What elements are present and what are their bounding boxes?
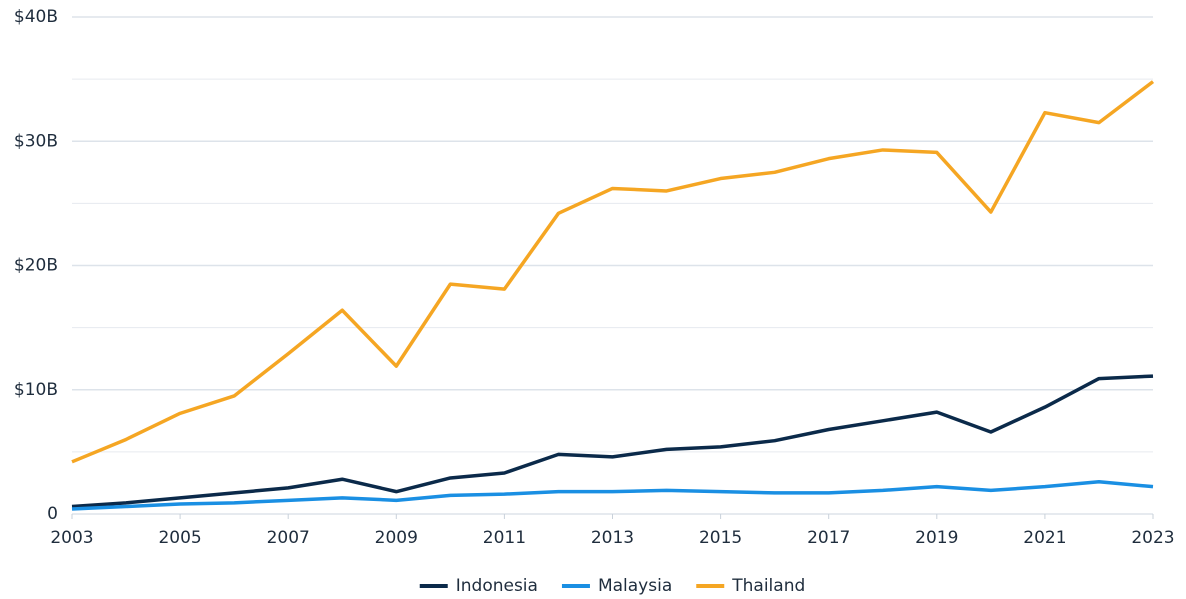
x-tick-label: 2005 <box>158 528 201 548</box>
legend-label: Indonesia <box>456 576 538 596</box>
y-tick-label: $10B <box>14 380 58 400</box>
x-tick-label: 2019 <box>915 528 958 548</box>
legend-label: Malaysia <box>598 576 672 596</box>
x-tick-label: 2011 <box>483 528 526 548</box>
x-tick-label: 2009 <box>375 528 418 548</box>
line-series <box>71 80 1155 464</box>
y-tick-label: $30B <box>14 131 58 151</box>
x-tick-label: 2013 <box>591 528 634 548</box>
x-tick-label: 2017 <box>807 528 850 548</box>
x-tick-label: 2015 <box>699 528 742 548</box>
y-tick-label: $20B <box>14 256 58 276</box>
x-tick-label: 2003 <box>50 528 93 548</box>
x-tick-label: 2023 <box>1131 528 1174 548</box>
line-series <box>71 374 1154 509</box>
y-tick-label: 0 <box>47 504 58 524</box>
x-tick-label: 2021 <box>1023 528 1066 548</box>
line-series <box>71 479 1154 511</box>
x-tick-label: 2007 <box>267 528 310 548</box>
legend-label: Thailand <box>731 576 805 596</box>
y-tick-label: $40B <box>14 7 58 27</box>
